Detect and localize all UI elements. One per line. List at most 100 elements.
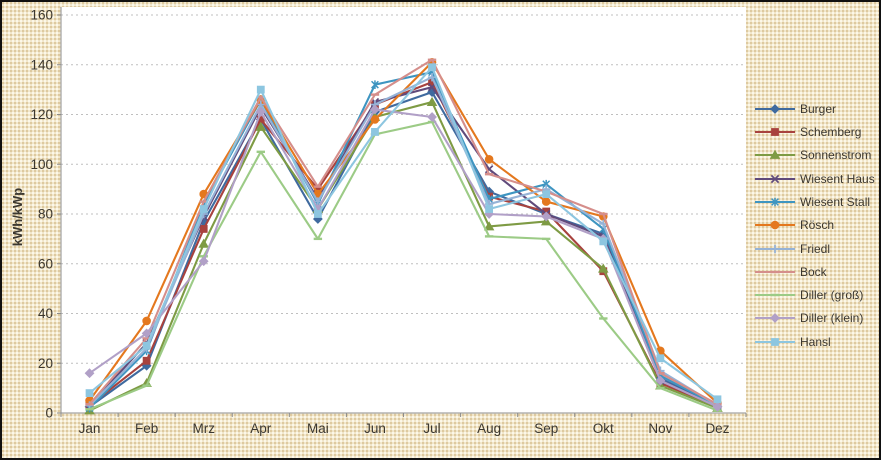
legend-swatch	[755, 197, 795, 207]
x-tick-label: Jan	[79, 421, 101, 436]
series-marker-plus	[427, 72, 437, 82]
series-line	[88, 71, 718, 409]
legend-label: Wiesent Stall	[800, 194, 871, 209]
legend-item: Hansl	[754, 334, 875, 350]
series-line	[89, 120, 718, 412]
series-marker-square	[713, 395, 722, 404]
legend-item: Bock	[754, 264, 875, 280]
plot-area	[61, 7, 746, 413]
series-marker-square	[542, 190, 551, 198]
legend-swatch	[755, 293, 795, 297]
x-tick-label: Sep	[534, 421, 558, 436]
series-marker-diamond	[198, 256, 209, 267]
series-hansl	[85, 63, 722, 404]
y-tick-label: 40	[38, 306, 53, 321]
legend-swatch	[755, 220, 795, 230]
series-marker-diamond	[770, 313, 780, 324]
y-tick-label: 0	[45, 406, 53, 421]
y-tick-label: 100	[30, 157, 53, 172]
series-marker-square	[199, 205, 208, 213]
series-marker-circle	[484, 154, 494, 164]
series-marker-triangle	[198, 238, 209, 248]
legend-swatch	[755, 244, 795, 253]
x-tick-label: Nov	[648, 421, 672, 436]
y-axis-title: kWh/kWp	[9, 187, 25, 247]
series-marker-x	[770, 174, 780, 183]
x-tick-label: Aug	[477, 421, 501, 436]
legend-label: Sonnenstrom	[800, 148, 872, 163]
series-marker-triangle	[769, 150, 781, 160]
legend-item: Schemberg	[754, 124, 875, 140]
legend-item: Wiesent Stall	[754, 194, 875, 210]
series-marker-square	[771, 337, 779, 346]
y-tick-label: 60	[38, 256, 53, 271]
series-marker-plus	[770, 244, 780, 253]
legend-swatch	[755, 270, 795, 274]
series-marker-triangle	[426, 96, 438, 106]
legend-label: Hansl	[800, 334, 831, 349]
series-marker-square	[599, 237, 608, 246]
series-marker-square	[199, 225, 208, 233]
series-marker-diamond	[655, 375, 666, 386]
series-marker-asterisk	[371, 80, 379, 89]
series-marker-circle	[770, 220, 780, 230]
legend-swatch	[755, 337, 795, 346]
series-marker-square	[313, 210, 322, 218]
series-marker-triangle	[598, 263, 609, 273]
x-tick-label: Mai	[307, 421, 329, 436]
x-tick-label: Feb	[135, 421, 158, 436]
legend-label: Wiesent Haus	[800, 171, 875, 186]
legend-swatch	[755, 103, 795, 114]
y-tick-label: 20	[38, 356, 53, 371]
series-line	[88, 76, 719, 407]
legend-swatch	[755, 150, 795, 160]
series-marker-triangle	[483, 221, 495, 231]
series-marker-circle	[541, 197, 551, 206]
series-marker-square	[256, 85, 265, 94]
legend-item: Rösch	[754, 217, 875, 233]
x-tick-label: Jun	[364, 421, 386, 436]
series-marker-circle	[370, 115, 380, 124]
legend-swatch	[755, 128, 795, 136]
series-line	[89, 101, 718, 412]
series-marker-square	[142, 356, 151, 365]
x-tick-label: Dez	[705, 421, 729, 436]
y-tick-label: 140	[30, 57, 53, 72]
series-marker-square	[656, 354, 665, 363]
series-line	[88, 66, 719, 401]
series-marker-square	[371, 128, 379, 136]
x-tick-label: Okt	[593, 421, 614, 436]
series-marker-square	[428, 63, 436, 72]
legend-item: Diller (groß)	[754, 287, 875, 303]
series-marker-triangle	[255, 121, 267, 131]
legend-swatch	[755, 174, 795, 183]
y-tick-label: 80	[38, 207, 53, 222]
legend-label: Bock	[800, 264, 827, 279]
legend-label: Burger	[800, 101, 837, 116]
series-marker-diamond	[141, 328, 152, 339]
x-tick-label: Apr	[250, 421, 272, 436]
legend-label: Diller (klein)	[800, 311, 864, 326]
series-marker-square	[85, 389, 94, 398]
series-marker-diamond	[770, 103, 780, 114]
legend-item: Burger	[754, 101, 875, 117]
legend-item: Diller (klein)	[754, 311, 875, 327]
series-marker-diamond	[84, 368, 95, 379]
chart-legend: Burger Schemberg Sonnenstrom Wiesent Haus Wi…	[754, 101, 875, 357]
legend-item: Friedl	[754, 241, 875, 257]
legend-label: Rösch	[800, 218, 835, 233]
x-tick-label: Jul	[423, 421, 440, 436]
series-marker-diamond	[541, 211, 552, 222]
series-marker-square	[142, 341, 151, 350]
y-tick-label: 160	[30, 8, 53, 23]
legend-label: Diller (groß)	[800, 288, 864, 303]
y-tick-label: 120	[30, 107, 53, 122]
legend-item: Wiesent Haus	[754, 171, 875, 187]
legend-item: Sonnenstrom	[754, 148, 875, 164]
series-marker-diamond	[370, 104, 380, 115]
series-line	[88, 58, 718, 406]
legend-label: Schemberg	[800, 125, 862, 140]
series-marker-square	[771, 128, 779, 136]
